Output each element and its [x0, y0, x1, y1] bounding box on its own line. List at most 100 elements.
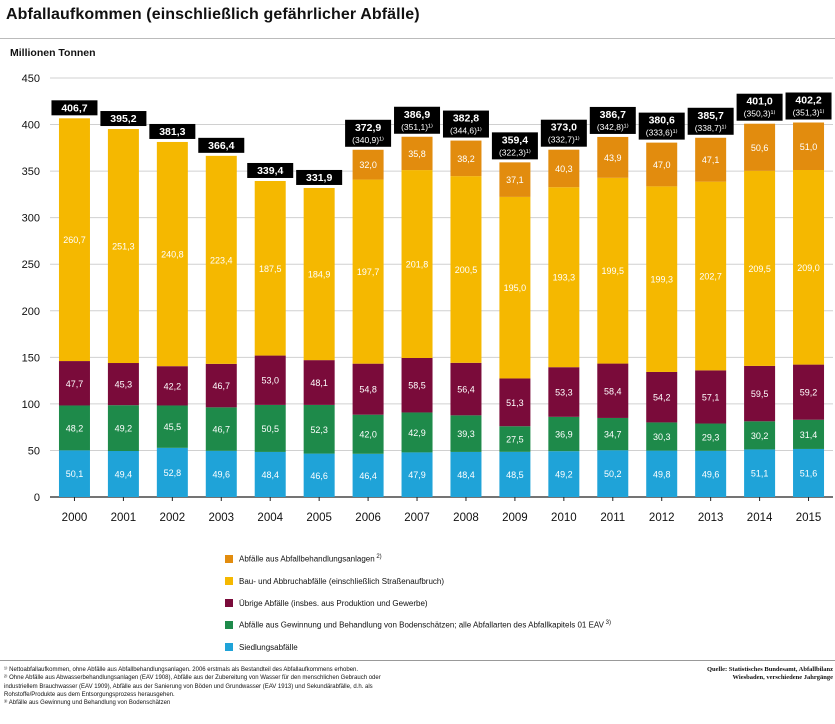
bar-segment-siedlung — [499, 451, 531, 497]
data-label: 37,1 — [506, 175, 524, 185]
data-label: 29,3 — [702, 433, 720, 443]
bar-segment-siedlung — [695, 450, 727, 497]
legend-label-text: Bau- und Abbruchabfälle (einschließlich … — [239, 576, 445, 586]
data-label: 49,6 — [213, 469, 231, 479]
y-tick-label: 300 — [22, 213, 40, 225]
x-tick-label: 2013 — [698, 512, 724, 524]
total-label: 331,9 — [306, 172, 332, 184]
total-box — [149, 123, 196, 139]
data-label: 58,5 — [408, 381, 426, 391]
net-total-label: (333,6)¹⁾ — [646, 128, 678, 138]
net-total-label: (322,3)¹⁾ — [499, 147, 531, 157]
data-label: 52,8 — [164, 468, 182, 478]
legend-label-text: Übrige Abfälle (insbes. aus Produktion u… — [239, 598, 428, 608]
data-label: 46,4 — [359, 471, 377, 481]
data-label: 47,1 — [702, 155, 720, 165]
bar-segment-behandlung — [646, 142, 678, 187]
x-tick-label: 2002 — [160, 512, 186, 524]
data-label: 50,6 — [751, 143, 769, 153]
bar-segment-gewinnung — [548, 416, 580, 452]
data-label: 223,4 — [210, 255, 233, 265]
data-label: 54,2 — [653, 393, 671, 403]
bar-segment-gewinnung — [695, 423, 727, 451]
bar-segment-siedlung — [254, 451, 286, 497]
x-tick-label: 2012 — [649, 512, 675, 524]
data-label: 36,9 — [555, 430, 573, 440]
y-axis-label: Millionen Tonnen — [10, 47, 96, 59]
bar-segment-behandlung — [744, 123, 776, 171]
x-tick-label: 2001 — [111, 512, 137, 524]
data-label: 201,8 — [406, 260, 429, 270]
bar-segment-siedlung — [744, 449, 776, 497]
bar-segment-bau — [401, 170, 433, 358]
bar-segment-bau — [58, 118, 90, 362]
bar-segment-bau — [107, 129, 139, 364]
data-label: 199,3 — [650, 275, 673, 285]
total-label: 386,9 — [404, 109, 430, 121]
x-tick-label: 2009 — [502, 512, 528, 524]
total-label: 373,0 — [551, 122, 577, 134]
data-label: 40,3 — [555, 164, 573, 174]
total-box — [491, 132, 538, 160]
total-label: 380,6 — [649, 115, 675, 127]
legend-swatch — [225, 599, 233, 607]
bar-segment-siedlung — [58, 450, 90, 497]
bar-segment-uebrige — [450, 362, 482, 416]
data-label: 199,5 — [602, 266, 625, 276]
y-tick-label: 400 — [22, 120, 40, 132]
total-box — [442, 110, 489, 138]
data-label: 48,2 — [66, 423, 84, 433]
data-label: 59,2 — [800, 388, 818, 398]
bar-segment-uebrige — [597, 363, 629, 418]
total-box — [394, 106, 441, 134]
total-box — [198, 137, 245, 153]
legend-item: Bau- und Abbruchabfälle (einschließlich … — [225, 570, 825, 592]
total-label: 339,4 — [257, 165, 283, 177]
y-tick-label: 100 — [22, 399, 40, 411]
footnote-line: industriellem Brauchwasser (EAV 1909), A… — [4, 683, 373, 690]
legend-label: Siedlungsabfälle — [239, 643, 298, 652]
net-total-label: (332,7)¹⁾ — [548, 135, 580, 145]
net-total-label: (340,9)¹⁾ — [352, 135, 384, 145]
bar-segment-gewinnung — [156, 405, 188, 448]
legend-swatch — [225, 577, 233, 585]
data-label: 47,7 — [66, 379, 84, 389]
legend-footnote-ref: 2) — [374, 554, 382, 561]
data-label: 38,2 — [457, 154, 475, 164]
data-label: 187,5 — [259, 264, 282, 274]
bar-segment-siedlung — [646, 450, 678, 497]
bar-segment-uebrige — [352, 363, 384, 415]
bar-segment-bau — [303, 187, 335, 361]
bar-segment-gewinnung — [499, 426, 531, 452]
data-label: 49,8 — [653, 469, 671, 479]
bar-segment-siedlung — [597, 450, 629, 497]
y-tick-label: 50 — [28, 445, 40, 457]
data-label: 195,0 — [504, 283, 527, 293]
data-label: 46,7 — [213, 425, 231, 435]
total-label: 406,7 — [61, 102, 87, 114]
bar-segment-gewinnung — [352, 414, 384, 454]
bar-segment-behandlung — [793, 122, 825, 170]
bar-segment-bau — [646, 186, 678, 372]
legend-label-text: Abfälle aus Abfallbehandlungsanlagen — [239, 554, 375, 564]
data-label: 240,8 — [161, 250, 184, 260]
bar-segment-siedlung — [303, 453, 335, 497]
total-label: 385,7 — [698, 110, 724, 122]
x-tick-label: 2011 — [600, 512, 625, 524]
y-tick-label: 450 — [22, 73, 40, 85]
data-label: 50,5 — [261, 424, 279, 434]
x-tick-label: 2010 — [551, 512, 577, 524]
stacked-bar-chart: Millionen Tonnen 0 50 100 150 200 250 300 350 400… — [10, 47, 833, 524]
footer-divider — [0, 660, 835, 661]
y-tick-label: 200 — [22, 306, 40, 318]
bar-segment-gewinnung — [450, 415, 482, 452]
footnote-line: ³⁾ Abfälle aus Gewinnung und Behandlung … — [4, 700, 171, 707]
bar-segment-siedlung — [401, 452, 433, 497]
data-label: 50,1 — [66, 469, 84, 479]
legend-label: Übrige Abfälle (insbes. aus Produktion u… — [239, 599, 428, 608]
data-label: 35,8 — [408, 149, 426, 159]
bar-segment-bau — [205, 155, 237, 364]
bar-segment-bau — [156, 141, 188, 367]
bar-segment-siedlung — [352, 453, 384, 497]
legend-item: Übrige Abfälle (insbes. aus Produktion u… — [225, 592, 825, 614]
